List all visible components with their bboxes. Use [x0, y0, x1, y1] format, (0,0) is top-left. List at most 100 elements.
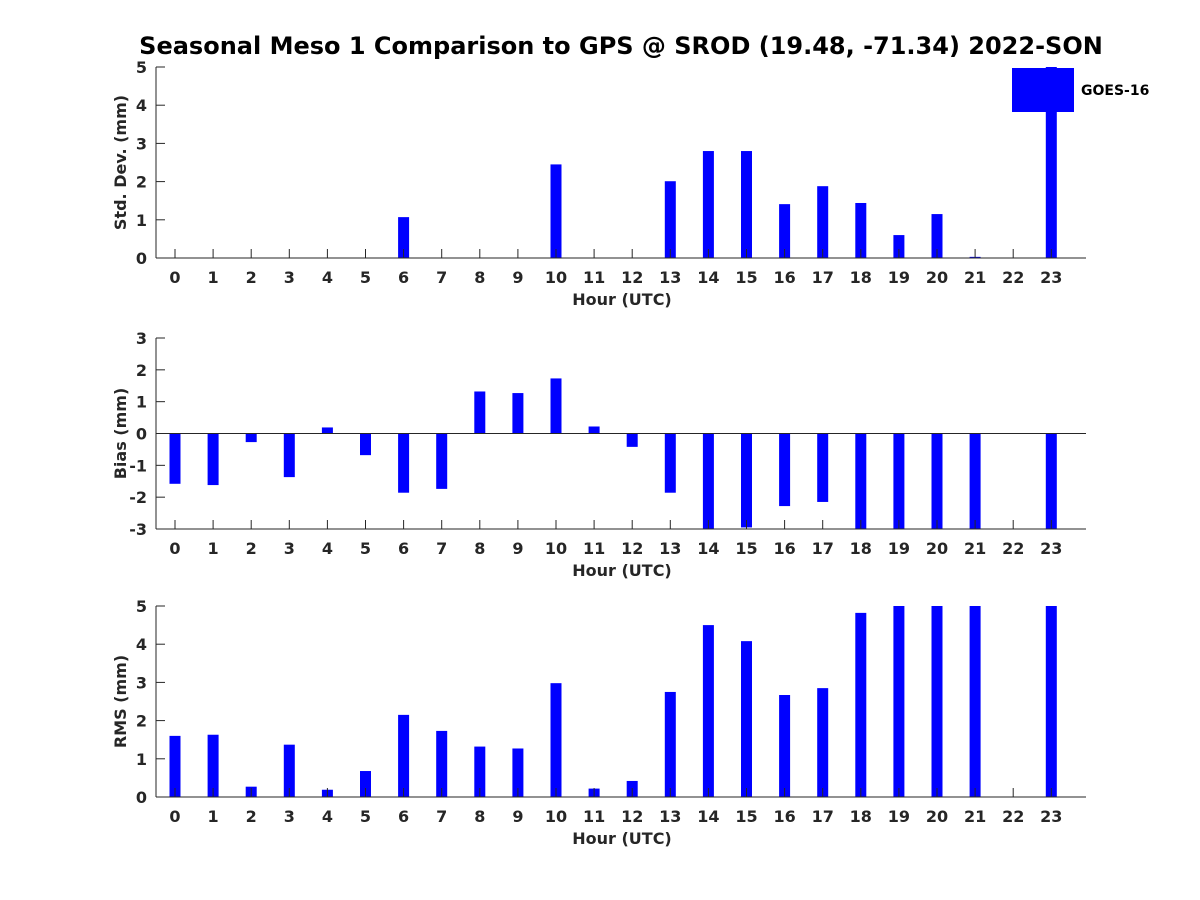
bar-hour-19 [893, 606, 905, 797]
bar-hour-5 [360, 433, 371, 456]
x-tick-label: 17 [812, 268, 834, 287]
y-tick-label: -1 [129, 456, 147, 475]
bar-hour-23 [1045, 606, 1057, 797]
bar-hour-1 [207, 433, 219, 486]
y-tick-label: 2 [136, 173, 147, 192]
x-tick-label: 2 [246, 268, 257, 287]
y-tick-label: 3 [136, 329, 147, 348]
legend: GOES-16 [1012, 68, 1149, 112]
bar-hour-2 [245, 433, 257, 443]
y-tick-label: 3 [136, 134, 147, 153]
bar-hour-17 [817, 688, 829, 797]
y-tick-label: 1 [136, 211, 147, 230]
y-tick-label: 1 [136, 393, 147, 412]
bar-hour-23 [1045, 67, 1057, 258]
x-tick-label: 20 [926, 268, 948, 287]
x-tick-label: 11 [583, 268, 605, 287]
y-tick-label: 5 [136, 597, 147, 616]
bar-hour-10 [550, 164, 562, 258]
x-tick-label: 18 [850, 268, 872, 287]
x-tick-label: 1 [208, 807, 219, 826]
bar-hour-10 [550, 683, 562, 797]
x-tick-label: 16 [773, 539, 795, 558]
legend-label: GOES-16 [1081, 83, 1149, 99]
x-tick-label: 12 [621, 539, 643, 558]
bar-hour-14 [702, 625, 714, 797]
x-tick-label: 14 [697, 268, 719, 287]
x-tick-label: 16 [773, 807, 795, 826]
bar-hour-19 [893, 235, 905, 258]
x-tick-label: 7 [436, 539, 447, 558]
x-tick-label: 5 [360, 268, 371, 287]
x-tick-label: 17 [812, 539, 834, 558]
bar-hour-6 [398, 217, 410, 258]
x-tick-label: 8 [474, 268, 485, 287]
x-tick-label: 7 [436, 268, 447, 287]
x-tick-label: 6 [398, 539, 409, 558]
bar-hour-6 [398, 714, 410, 797]
bar-hour-13 [664, 433, 676, 493]
x-tick-label: 7 [436, 807, 447, 826]
x-tick-label: 5 [360, 539, 371, 558]
x-axis-label: Hour (UTC) [572, 561, 672, 580]
bar-hour-4 [321, 427, 333, 434]
bar-hour-15 [741, 641, 752, 797]
x-tick-label: 21 [964, 807, 986, 826]
bar-hour-3 [283, 744, 295, 797]
x-tick-label: 15 [735, 539, 757, 558]
bar-hour-19 [893, 433, 905, 529]
legend-swatch [1012, 68, 1074, 112]
x-tick-label: 20 [926, 539, 948, 558]
x-tick-label: 19 [888, 268, 910, 287]
bar-hour-21 [969, 606, 981, 797]
x-tick-label: 1 [208, 539, 219, 558]
x-tick-label: 9 [512, 268, 523, 287]
y-tick-label: 4 [136, 96, 147, 115]
x-tick-label: 22 [1002, 268, 1024, 287]
x-tick-label: 20 [926, 807, 948, 826]
bar-hour-18 [855, 202, 867, 258]
bar-hour-20 [931, 606, 943, 797]
bar-hour-8 [474, 391, 486, 434]
x-tick-label: 10 [545, 268, 567, 287]
x-tick-label: 4 [322, 807, 333, 826]
x-tick-label: 12 [621, 268, 643, 287]
y-tick-label: 1 [136, 750, 147, 769]
bar-hour-11 [588, 426, 600, 434]
bar-hour-0 [169, 735, 181, 797]
bar-hour-18 [855, 433, 867, 529]
y-tick-label: 5 [136, 58, 147, 77]
x-tick-label: 15 [735, 807, 757, 826]
x-tick-label: 0 [169, 807, 180, 826]
bar-hour-17 [817, 433, 829, 502]
bar-hour-12 [626, 433, 638, 447]
bar-hour-15 [741, 151, 752, 258]
bar-hour-18 [855, 612, 867, 797]
y-axis-label: RMS (mm) [111, 655, 130, 748]
x-tick-label: 2 [246, 807, 257, 826]
x-tick-label: 18 [850, 807, 872, 826]
x-tick-label: 19 [888, 539, 910, 558]
bar-hour-23 [1045, 433, 1057, 529]
x-tick-label: 8 [474, 807, 485, 826]
x-tick-label: 1 [208, 268, 219, 287]
x-tick-label: 6 [398, 807, 409, 826]
x-tick-label: 23 [1040, 268, 1062, 287]
y-axis-label: Std. Dev. (mm) [111, 95, 130, 230]
x-tick-label: 0 [169, 268, 180, 287]
bar-hour-16 [779, 433, 791, 507]
x-tick-label: 2 [246, 539, 257, 558]
x-tick-label: 9 [512, 807, 523, 826]
y-tick-label: 2 [136, 361, 147, 380]
bar-hour-0 [169, 433, 181, 484]
x-tick-label: 11 [583, 807, 605, 826]
x-tick-label: 5 [360, 807, 371, 826]
bar-hour-13 [664, 181, 676, 258]
x-tick-label: 21 [964, 539, 986, 558]
bar-hour-1 [207, 734, 219, 797]
